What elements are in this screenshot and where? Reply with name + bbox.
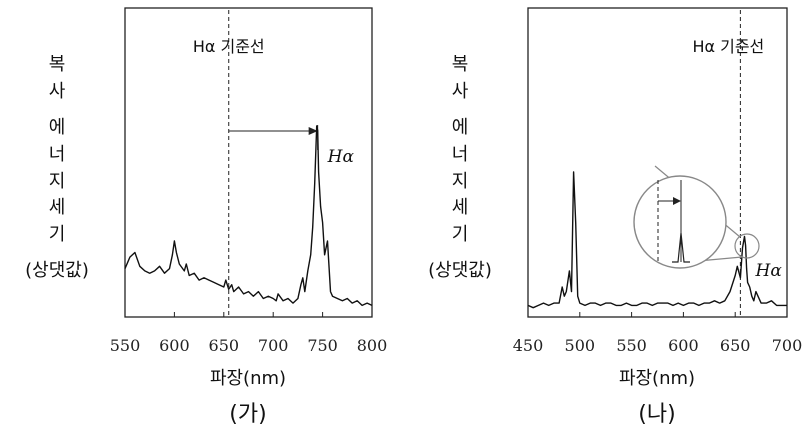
x-axis-ticks-ga: 550 600 650 700 750 800	[110, 312, 388, 355]
y-label-part: 사	[452, 81, 469, 102]
h-alpha-reference-label-na: Hα 기준선	[692, 37, 764, 56]
y-label-part: 기	[452, 224, 469, 245]
panel-caption-ga: (가)	[229, 402, 266, 427]
y-label-part: 에	[49, 117, 66, 138]
zoom-peak-shape	[672, 232, 690, 263]
redshift-arrow-ga	[228, 125, 319, 150]
panel-caption-na: (나)	[638, 402, 675, 427]
x-axis-label-ga: 파장(nm)	[210, 368, 286, 389]
x-tick-label: 650	[720, 336, 751, 355]
x-tick-label: 600	[668, 336, 699, 355]
x-tick-label: 650	[209, 336, 240, 355]
x-tick-label: 550	[616, 336, 647, 355]
plot-frame-ga	[124, 7, 373, 318]
y-label-part: 너	[452, 144, 469, 165]
shift-arrowhead	[308, 127, 318, 135]
y-label-part: 세	[49, 197, 66, 218]
h-alpha-peak-label-na: Hα	[755, 261, 783, 281]
x-tick-label: 700	[258, 336, 289, 355]
x-tick-label: 600	[159, 336, 190, 355]
y-label-part: 복	[49, 54, 66, 75]
y-label-part: 지	[452, 171, 469, 192]
y-label-part: 너	[49, 144, 66, 165]
y-label-part: 지	[49, 171, 66, 192]
y-label-part: (상댓값)	[428, 260, 492, 281]
magnified-inset-na	[633, 165, 760, 269]
y-label-part: 복	[452, 54, 469, 75]
h-alpha-peak-label-ga: Hα	[327, 147, 355, 167]
y-label-part: 에	[452, 117, 469, 138]
x-tick-label: 700	[772, 336, 803, 355]
h-alpha-reference-label-ga: Hα 기준선	[193, 37, 265, 56]
spectrum-line-na	[527, 171, 787, 309]
spectrum-line-ga	[124, 125, 373, 307]
x-tick-label: 450	[513, 336, 544, 355]
y-label-part: 세	[452, 197, 469, 218]
zoom-shift-arrowhead	[673, 197, 681, 205]
x-tick-label: 800	[357, 336, 388, 355]
zoom-source-circle	[734, 233, 760, 259]
plot-frame-na	[527, 7, 788, 318]
x-tick-label: 550	[110, 336, 141, 355]
y-label-part: 사	[49, 81, 66, 102]
x-axis-label-na: 파장(nm)	[619, 368, 695, 389]
x-tick-label: 750	[307, 336, 338, 355]
zoom-inset-circle	[633, 175, 727, 269]
x-tick-label: 500	[565, 336, 596, 355]
y-label-part: 기	[49, 224, 66, 245]
y-label-part: (상댓값)	[25, 260, 89, 281]
x-axis-ticks-na: 450 500 550 600 650 700	[513, 312, 803, 355]
